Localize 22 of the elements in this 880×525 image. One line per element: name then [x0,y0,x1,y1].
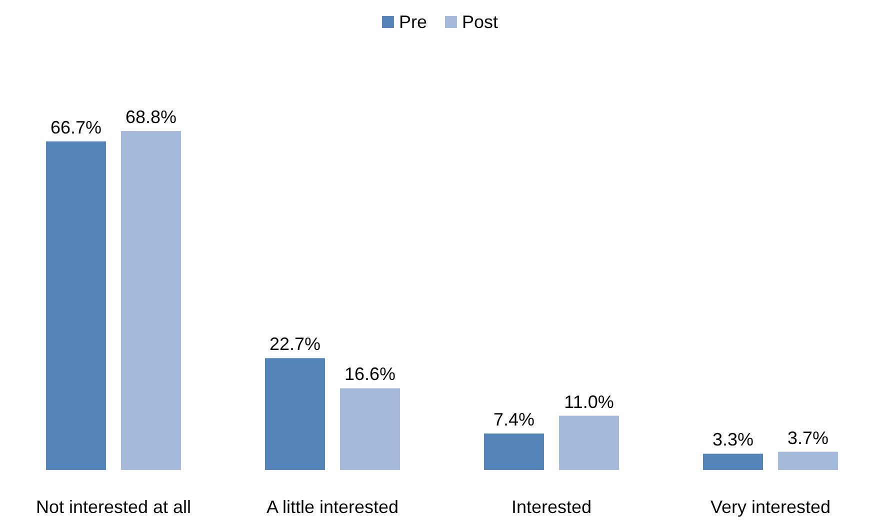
data-label: 68.8% [125,107,177,127]
x-tick-label: A little interested [266,497,399,517]
bar [703,454,763,470]
data-label: 66.7% [50,117,102,138]
legend-label: Pre [398,12,427,32]
data-label: 16.6% [344,364,396,384]
bar [265,358,325,470]
data-label: 3.7% [787,428,829,448]
x-tick-label: Not interested at all [36,497,192,517]
bar [778,452,838,470]
bar [46,141,106,470]
data-label: 11.0% [564,392,614,412]
data-label: 7.4% [493,410,535,430]
data-label: 22.7% [269,334,321,354]
data-label: 3.3% [712,430,754,450]
x-tick-label: Very interested [710,497,831,517]
bar [484,434,544,470]
bar [340,388,400,470]
bar [121,131,181,470]
x-tick-label: Interested [511,497,592,517]
legend-label: Post [462,12,498,32]
bar [559,416,619,470]
